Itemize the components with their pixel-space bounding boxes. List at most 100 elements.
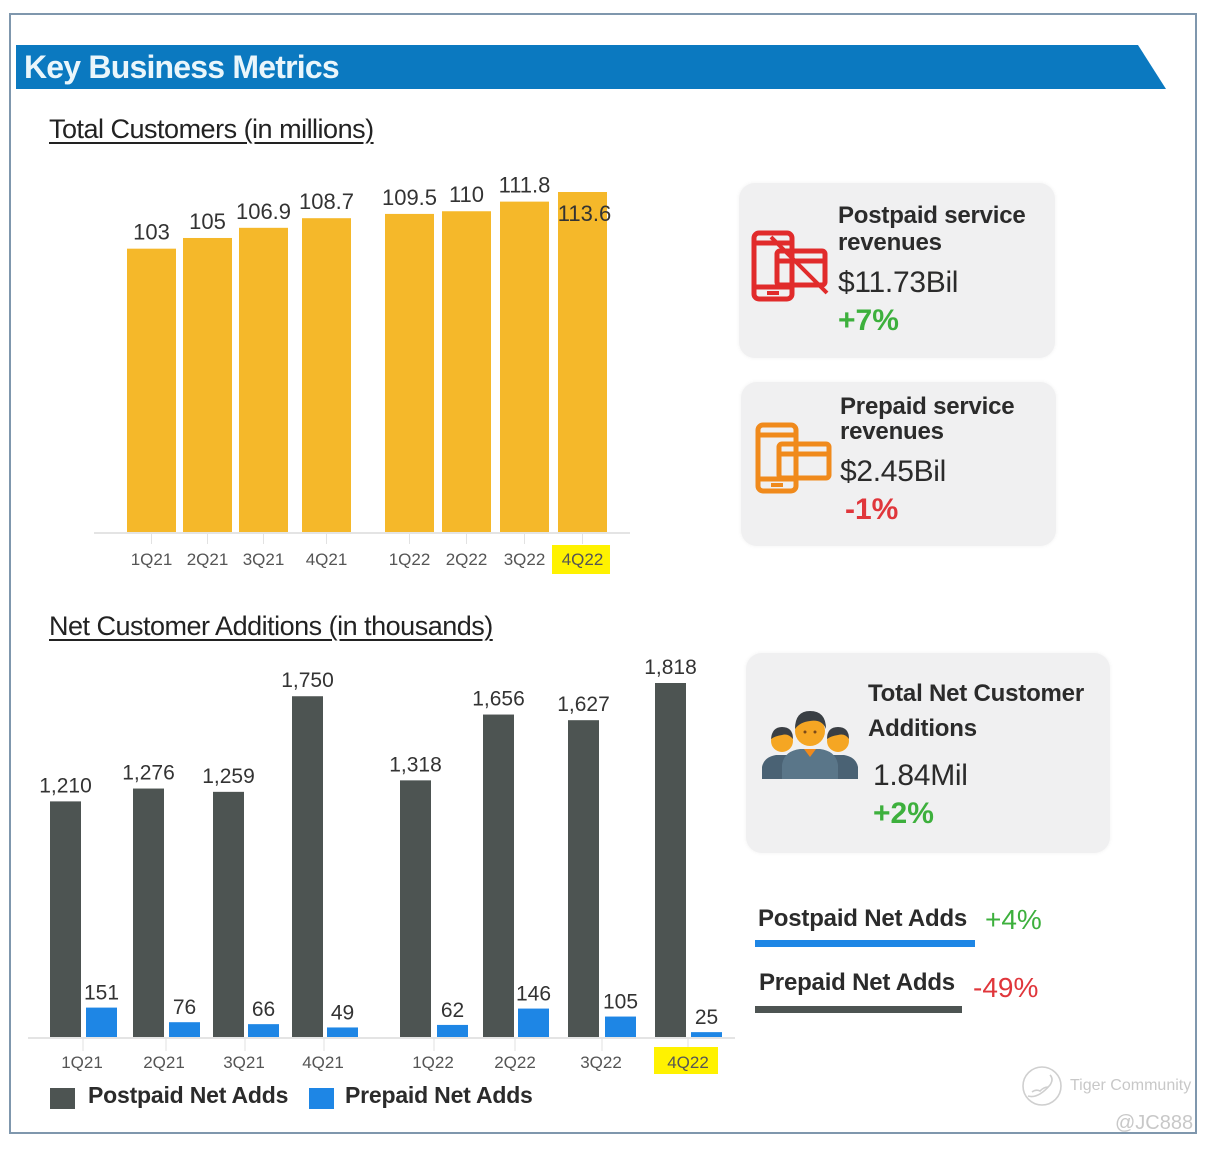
legend-label-postpaid: Postpaid Net Adds <box>88 1082 289 1108</box>
prepaid-revenue-card: Prepaid service revenues $2.45Bil -1% <box>741 382 1056 546</box>
postpaid-data-label: 1,318 <box>389 753 442 776</box>
postpaid-bar-3Q22 <box>568 720 599 1037</box>
net-additions-card: Total Net Customer Additions 1.84Mil +2% <box>746 653 1110 853</box>
customers-bar-4Q22 <box>558 192 607 532</box>
watermark-handle: @JC888 <box>1115 1112 1194 1134</box>
customers-bar-1Q22 <box>385 213 434 532</box>
postpaid-bar-1Q21 <box>50 801 81 1037</box>
total-customers-title: Total Customers (in millions) <box>49 114 374 144</box>
phone-card-icon <box>751 230 829 302</box>
highlight-4q22 <box>654 1047 718 1074</box>
postpaid-bar-2Q22 <box>483 714 514 1037</box>
x-tick-label: 4Q21 <box>302 1053 344 1072</box>
legend-label-prepaid: Prepaid Net Adds <box>345 1082 533 1108</box>
highlight-4q22 <box>552 545 610 574</box>
prepaid-net-adds-label: Prepaid Net Adds <box>759 969 955 996</box>
prepaid-data-label: 62 <box>441 999 464 1022</box>
x-tick-label: 1Q21 <box>131 550 173 569</box>
prepaid-net-adds-line <box>755 1006 962 1013</box>
x-tick-label: 3Q22 <box>580 1053 622 1072</box>
phone-card-icon <box>755 422 832 494</box>
prepaid-bar-1Q22 <box>437 1024 468 1037</box>
postpaid-data-label: 1,210 <box>39 774 92 797</box>
postpaid-revenue-card: Postpaid service revenues $11.73Bil +7% <box>739 183 1055 358</box>
postpaid-data-label: 1,627 <box>557 693 610 716</box>
net-additions-title-line2: Additions <box>868 715 977 742</box>
x-tick-label: 3Q22 <box>504 550 546 569</box>
postpaid-title-line1: Postpaid service <box>838 202 1026 229</box>
customers-bar-4Q21 <box>302 218 351 533</box>
net-additions-title-line1: Total Net Customer <box>868 680 1084 707</box>
x-tick-label: 1Q21 <box>61 1053 103 1072</box>
prepaid-bar-3Q22 <box>605 1016 636 1037</box>
data-label: 113.6 <box>558 201 611 226</box>
customers-bar-3Q21 <box>239 227 288 532</box>
postpaid-value: $11.73Bil <box>838 266 959 299</box>
postpaid-net-adds-label: Postpaid Net Adds <box>758 905 968 932</box>
postpaid-data-label: 1,656 <box>472 688 525 711</box>
customers-bar-2Q21 <box>183 237 232 532</box>
header-banner: Key Business Metrics <box>16 45 1166 89</box>
people-group-icon <box>762 711 858 779</box>
postpaid-change: +7% <box>838 304 899 337</box>
prepaid-data-label: 49 <box>331 1001 354 1024</box>
data-label: 106.9 <box>236 199 291 224</box>
net-additions-change: +2% <box>873 797 934 830</box>
postpaid-data-label: 1,750 <box>281 669 334 692</box>
tiger-logo-icon <box>1022 1066 1062 1106</box>
customers-bar-3Q22 <box>500 201 549 533</box>
legend-swatch-postpaid <box>50 1088 75 1109</box>
prepaid-data-label: 66 <box>252 998 275 1021</box>
data-label: 103 <box>133 220 170 245</box>
prepaid-value: $2.45Bil <box>840 455 947 488</box>
x-tick-label: 4Q22 <box>562 550 604 569</box>
net-additions-value: 1.84Mil <box>873 759 968 792</box>
x-tick-label: 4Q22 <box>667 1053 709 1072</box>
prepaid-net-adds-change: -49% <box>973 972 1039 1003</box>
prepaid-bar-2Q22 <box>518 1008 549 1037</box>
data-label: 110 <box>449 182 484 207</box>
postpaid-net-adds-line <box>755 940 975 947</box>
prepaid-bar-3Q21 <box>248 1024 279 1037</box>
x-tick-label: 3Q21 <box>243 550 285 569</box>
legend-swatch-prepaid <box>309 1088 334 1109</box>
data-label: 108.7 <box>299 189 354 214</box>
data-label: 111.8 <box>499 173 551 198</box>
postpaid-bar-1Q22 <box>400 780 431 1037</box>
postpaid-net-adds-change: +4% <box>985 904 1042 935</box>
postpaid-bar-2Q21 <box>133 788 164 1037</box>
x-tick-label: 2Q22 <box>494 1053 536 1072</box>
postpaid-bar-3Q21 <box>213 791 244 1037</box>
prepaid-data-label: 146 <box>516 983 551 1006</box>
prepaid-change: -1% <box>845 493 899 526</box>
prepaid-bar-4Q22 <box>691 1032 722 1037</box>
watermark: Tiger Community @JC888 <box>1020 1063 1210 1148</box>
postpaid-bar-4Q21 <box>292 696 323 1037</box>
prepaid-bar-2Q21 <box>169 1022 200 1037</box>
watermark-brand: Tiger Community <box>1070 1077 1192 1094</box>
prepaid-bar-4Q21 <box>327 1027 358 1037</box>
postpaid-data-label: 1,818 <box>644 656 697 679</box>
x-tick-label: 3Q21 <box>223 1053 265 1072</box>
customers-bar-2Q22 <box>442 211 491 532</box>
prepaid-data-label: 105 <box>603 991 638 1014</box>
x-tick-label: 2Q21 <box>143 1053 185 1072</box>
prepaid-data-label: 76 <box>173 996 196 1019</box>
net-additions-title: Net Customer Additions (in thousands) <box>49 611 493 641</box>
x-tick-label: 2Q21 <box>187 550 229 569</box>
page-title: Key Business Metrics <box>24 49 340 85</box>
data-label: 109.5 <box>382 185 437 210</box>
postpaid-data-label: 1,259 <box>202 765 255 788</box>
banner-shape <box>16 45 1166 89</box>
prepaid-title-line1: Prepaid service <box>840 393 1015 420</box>
data-label: 105 <box>189 209 226 234</box>
postpaid-bar-4Q22 <box>655 683 686 1037</box>
x-tick-label: 1Q22 <box>412 1053 454 1072</box>
prepaid-data-label: 25 <box>695 1006 718 1029</box>
x-tick-label: 1Q22 <box>389 550 431 569</box>
x-tick-label: 4Q21 <box>306 550 348 569</box>
postpaid-title-line2: revenues <box>838 229 942 256</box>
x-tick-label: 2Q22 <box>446 550 488 569</box>
page-frame <box>9 13 1197 1134</box>
